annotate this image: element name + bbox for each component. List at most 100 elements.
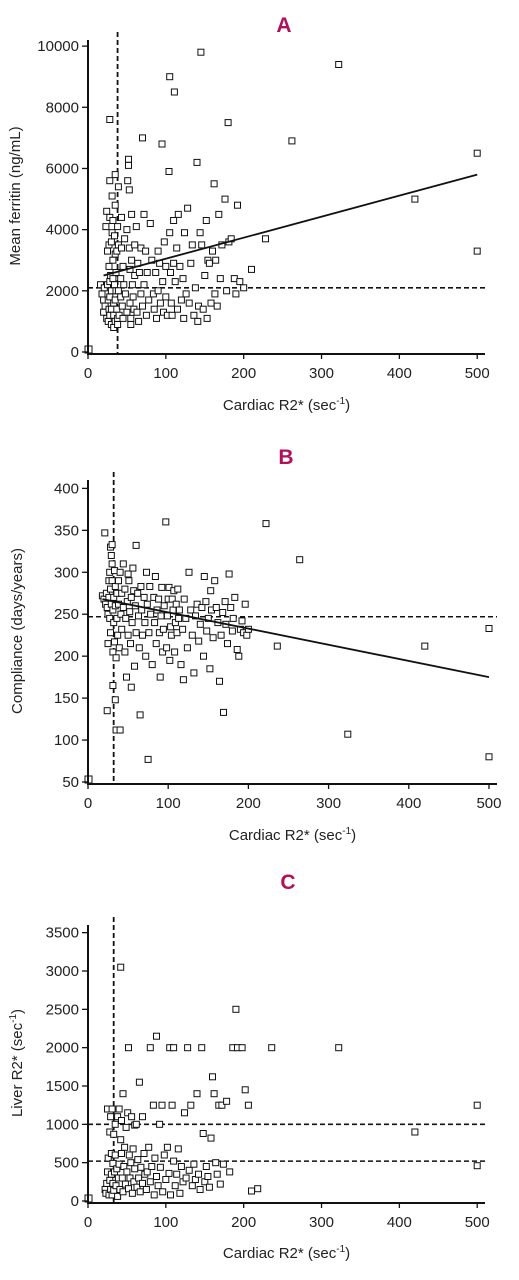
data-point [211, 290, 219, 298]
data-point [209, 634, 217, 642]
data-point [123, 1168, 131, 1176]
data-point [181, 1109, 188, 1117]
data-point [213, 1170, 221, 1178]
data-point [140, 1150, 148, 1157]
data-point [288, 137, 296, 145]
data-point [231, 593, 239, 601]
data-point [335, 1044, 343, 1052]
data-point [127, 640, 134, 648]
data-point [166, 656, 174, 664]
data-point [202, 217, 210, 224]
data-point [176, 1189, 184, 1197]
data-point [170, 88, 178, 96]
data-point [262, 520, 270, 528]
data-point [190, 669, 198, 677]
data-point [162, 293, 170, 301]
data-point [160, 602, 168, 610]
data-point [148, 661, 156, 669]
data-point [108, 541, 116, 549]
x-tick-label: 400 [387, 1214, 412, 1231]
data-point [187, 606, 195, 614]
data-point [166, 229, 174, 237]
data-point [109, 217, 117, 224]
data-point [111, 638, 118, 646]
data-point [123, 673, 130, 681]
data-point [125, 186, 133, 194]
data-point [199, 305, 207, 313]
y-tick-label: 350 [54, 522, 79, 539]
data-point [110, 1130, 118, 1138]
data-point [171, 278, 179, 286]
y-tick-label: 200 [54, 648, 79, 665]
y-tick-label: 2500 [46, 1001, 79, 1018]
data-point [209, 247, 216, 255]
data-point [135, 644, 143, 652]
data-point [153, 1173, 160, 1180]
data-point [172, 600, 180, 608]
data-point [202, 598, 210, 606]
scatter-chart-c: 0 100 200 300 400 500 0 500 1000 1500 2000 2500 3000… [8, 917, 490, 1262]
data-point [473, 1101, 481, 1109]
data-point [117, 275, 125, 283]
data-point [121, 648, 129, 656]
data-point [235, 652, 243, 660]
chart-panel-c: C 0 100 200 300 400 500 0 500 1000 1500 2000 2500 30… [0, 865, 519, 1280]
y-tick-label: 0 [71, 1193, 79, 1210]
regression-line [103, 173, 478, 277]
data-point [151, 619, 159, 627]
panel-label-b: B [278, 446, 294, 469]
data-point [107, 1113, 115, 1121]
data-point [179, 625, 187, 633]
data-point [167, 299, 175, 307]
data-point [129, 564, 137, 572]
data-point [198, 241, 206, 249]
data-point [196, 620, 204, 628]
data-point [168, 311, 176, 319]
data-point [167, 1191, 174, 1199]
data-point [137, 583, 145, 590]
data-point [168, 595, 176, 603]
data-point [156, 1163, 164, 1171]
data-point [158, 1101, 166, 1109]
data-point [196, 229, 204, 237]
data-point [204, 1173, 212, 1180]
data-point [121, 235, 129, 243]
data-point [227, 604, 235, 611]
data-point [122, 614, 130, 622]
data-point [187, 1101, 195, 1109]
data-point [125, 1185, 132, 1193]
data-point [135, 269, 143, 276]
data-point [188, 631, 196, 639]
data-point [180, 595, 188, 603]
data-point [103, 207, 111, 215]
data-point [200, 573, 208, 580]
data-point [117, 610, 125, 618]
data-point [168, 1101, 176, 1109]
origin-marker [84, 1194, 93, 1203]
data-point [116, 568, 124, 576]
data-point [159, 1188, 167, 1196]
data-point [218, 1101, 226, 1109]
x-tick-label: 400 [387, 365, 412, 382]
data-point [118, 213, 125, 221]
data-point [126, 299, 134, 307]
data-point [108, 1105, 116, 1113]
data-point [177, 1163, 185, 1170]
data-point [128, 1113, 136, 1121]
data-point [140, 593, 148, 601]
data-point [201, 272, 209, 279]
data-point [123, 308, 131, 316]
data-point [151, 1154, 159, 1162]
data-point [171, 1182, 179, 1190]
chart-panel-b: B 0 100 200 300 400 500 50 100 150 200 250 300 350 40… [0, 440, 519, 860]
data-point [248, 265, 255, 273]
y-tick-label: 400 [54, 480, 79, 497]
data-point [203, 314, 211, 322]
data-point [145, 629, 153, 637]
data-point [194, 317, 202, 325]
data-point [238, 1044, 246, 1052]
x-tick-label: 0 [84, 1214, 92, 1231]
data-point [131, 1165, 139, 1173]
data-point [118, 1117, 125, 1124]
data-point [120, 281, 128, 289]
